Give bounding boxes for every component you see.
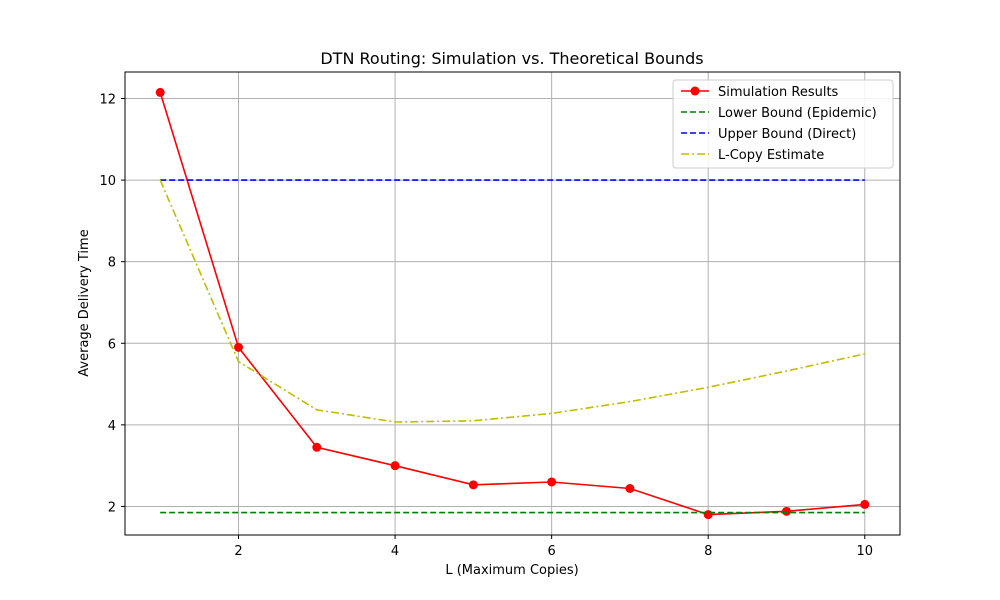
x-tick-label: 4 <box>391 544 399 559</box>
x-tick-label: 2 <box>234 544 242 559</box>
legend-label: Lower Bound (Epidemic) <box>718 106 877 121</box>
x-tick-label: 10 <box>856 544 873 559</box>
legend-marker <box>691 87 700 96</box>
y-tick-label: 12 <box>99 93 116 108</box>
y-tick-label: 2 <box>108 500 116 515</box>
data-point <box>234 343 243 352</box>
legend-label: Simulation Results <box>718 85 839 100</box>
y-tick-label: 6 <box>108 337 116 352</box>
data-point <box>860 500 869 509</box>
data-point <box>625 484 634 493</box>
legend-label: L-Copy Estimate <box>718 148 824 163</box>
data-point <box>312 443 321 452</box>
x-tick-label: 8 <box>704 544 712 559</box>
legend-label: Upper Bound (Direct) <box>718 127 856 142</box>
x-tick-label: 6 <box>548 544 556 559</box>
y-axis-label: Average Delivery Time <box>77 229 92 376</box>
y-tick-label: 10 <box>99 174 116 189</box>
x-axis-label: L (Maximum Copies) <box>445 563 578 578</box>
data-point <box>469 480 478 489</box>
chart-title: DTN Routing: Simulation vs. Theoretical … <box>320 49 703 68</box>
y-tick-label: 8 <box>108 256 116 271</box>
data-point <box>391 461 400 470</box>
data-point <box>156 88 165 97</box>
legend: Simulation Results Lower Bound (Epidemic)… <box>673 80 893 168</box>
y-tick-label: 4 <box>108 419 116 434</box>
data-point <box>704 510 713 519</box>
data-point <box>782 507 791 516</box>
data-point <box>547 477 556 486</box>
